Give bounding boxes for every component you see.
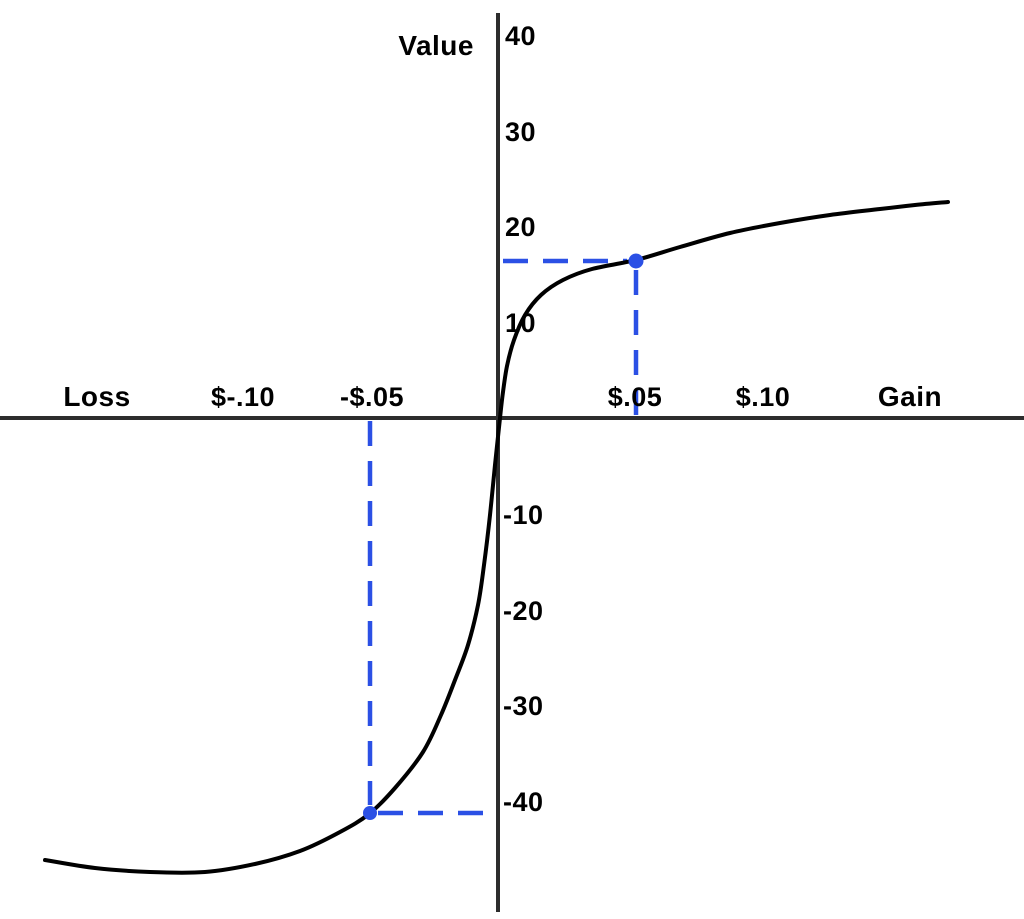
gain-point-dot [628, 253, 644, 269]
x-axis-loss-label: Loss [63, 381, 130, 412]
y-tick-30: 30 [505, 117, 536, 147]
y-tick-minus-40: -40 [503, 787, 544, 817]
x-tick-plus-5-cents: $.05 [608, 382, 663, 412]
y-tick-minus-10: -10 [503, 500, 544, 530]
x-tick-minus-10-cents: $-.10 [211, 382, 275, 412]
x-axis-gain-label: Gain [878, 381, 942, 412]
loss-point-dot [363, 806, 377, 820]
x-tick-minus-5-cents: -$.05 [340, 382, 404, 412]
y-tick-20: 20 [505, 212, 536, 242]
y-axis-title: Value [398, 30, 474, 61]
y-tick-minus-20: -20 [503, 596, 544, 626]
x-tick-plus-10-cents: $.10 [736, 382, 791, 412]
y-tick-minus-30: -30 [503, 691, 544, 721]
y-tick-10: 10 [505, 308, 536, 338]
y-tick-40: 40 [505, 21, 536, 51]
value-function-curve [43, 200, 950, 875]
